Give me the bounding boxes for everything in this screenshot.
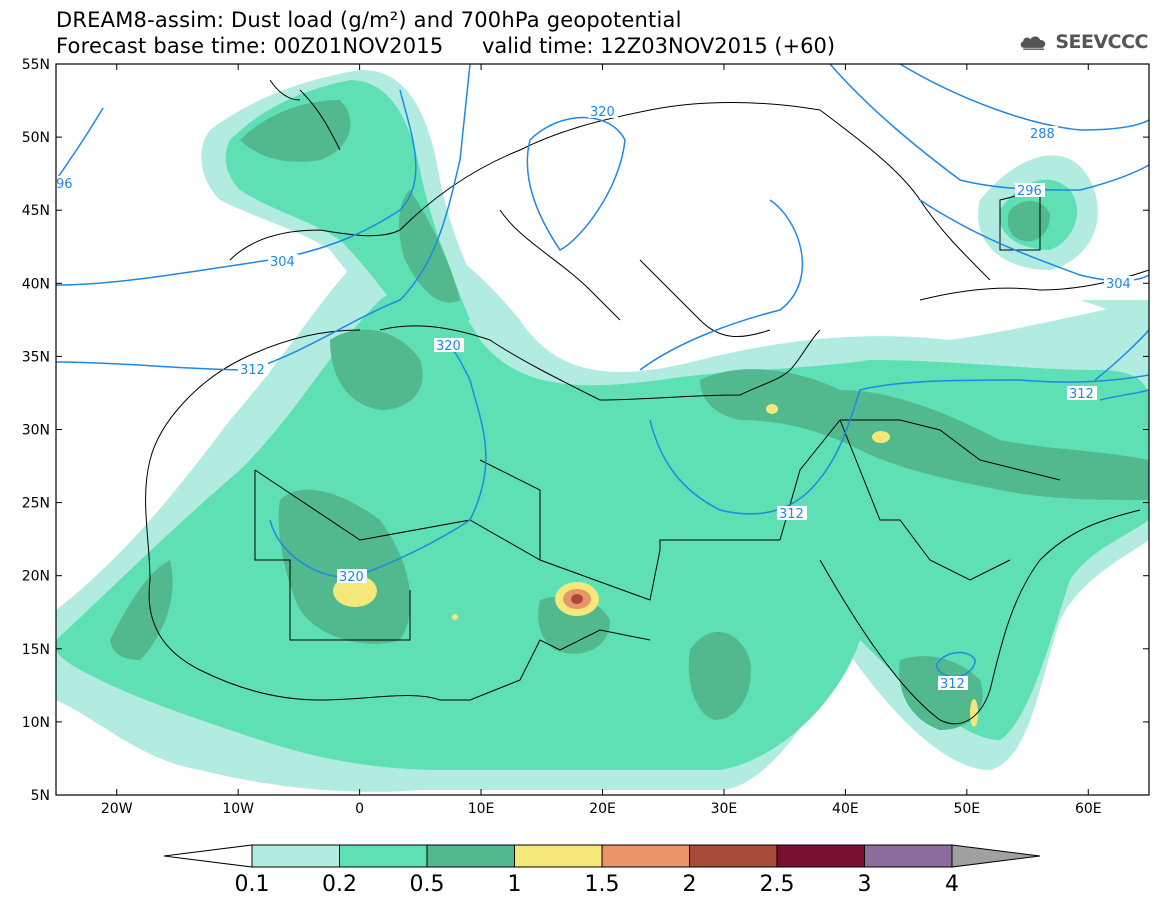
valid-time: valid time: 12Z03NOV2015 (+60) [482,34,836,58]
logo-text: SEEVCCC [1055,31,1148,53]
contour-label: 288 [1030,127,1055,142]
contour-labels: 96 304 312 320 320 320 312 312 312 288 2… [54,104,1134,692]
seevccc-logo: SEEVCCC [1018,26,1148,58]
longitude-tick-label: 20W [101,801,133,817]
colorbar: 0.1 0.2 0.5 1 1.5 2 2.5 3 4 [163,844,1041,897]
colorbar-level-label: 0.5 [410,872,445,897]
longitude-tick-label: 60E [1075,801,1102,817]
latitude-tick-label: 45N [22,203,50,219]
colorbar-level-label: 0.2 [322,872,357,897]
longitude-tick-label: 20E [589,801,616,817]
colorbar-level-label: 2 [683,872,697,897]
contour-label: 320 [436,339,461,354]
contour-label: 304 [1106,277,1131,292]
colorbar-level-label: 3 [858,872,872,897]
colorbar-level-label: 4 [945,872,959,897]
colorbar-segment [514,844,603,868]
latitude-axis: 55N 50N 45N 40N 35N 30N 25N 20N 15N 10N 5N [22,57,1149,804]
longitude-tick-label: 0 [355,801,364,817]
cloud-icon [1020,36,1046,50]
latitude-tick-label: 35N [22,349,50,365]
colorbar-segment [689,844,778,868]
latitude-tick-label: 55N [22,57,50,73]
latitude-tick-label: 50N [22,130,50,146]
coastlines-and-borders [145,79,1149,725]
longitude-tick-label: 40E [832,801,859,817]
colorbar-segment [601,844,690,868]
latitude-tick-label: 15N [22,642,50,658]
colorbar-segment [339,844,428,868]
longitude-tick-label: 50E [953,801,980,817]
latitude-tick-label: 40N [22,276,50,292]
longitude-tick-label: 10W [222,801,254,817]
colorbar-level-label: 2.5 [760,872,795,897]
dust-level-0.5 [110,100,1149,730]
contour-label: 312 [779,507,804,522]
contour-label: 296 [1017,184,1042,199]
colorbar-segment [776,844,865,868]
contour-label: 320 [590,105,615,120]
contour-label: 96 [56,177,73,192]
latitude-tick-label: 30N [22,423,50,439]
latitude-tick-label: 5N [31,788,50,804]
latitude-tick-label: 20N [22,569,50,585]
contour-label: 304 [270,255,295,270]
contour-label: 312 [240,363,265,378]
colorbar-under-triangle [163,844,253,868]
latitude-tick-label: 10N [22,715,50,731]
forecast-base-time: Forecast base time: 00Z01NOV2015 [56,34,444,58]
colorbar-over-triangle [951,844,1041,868]
contour-label: 312 [1069,387,1094,402]
longitude-tick-label: 10E [468,801,495,817]
contour-label: 320 [339,570,364,585]
contour-label: 312 [940,677,965,692]
longitude-tick-label: 30E [711,801,738,817]
latitude-tick-label: 25N [22,496,50,512]
colorbar-level-label: 1.5 [585,872,620,897]
colorbar-segment [426,844,515,868]
geopotential-contours [56,64,1149,678]
colorbar-segment [251,844,340,868]
longitude-axis: 20W 10W 0 10E 20E 30E 40E 50E 60E [101,64,1102,817]
map-title: DREAM8-assim: Dust load (g/m²) and 700hP… [56,8,682,32]
colorbar-level-label: 0.1 [235,872,270,897]
colorbar-segment [864,844,953,868]
colorbar-level-label: 1 [508,872,522,897]
